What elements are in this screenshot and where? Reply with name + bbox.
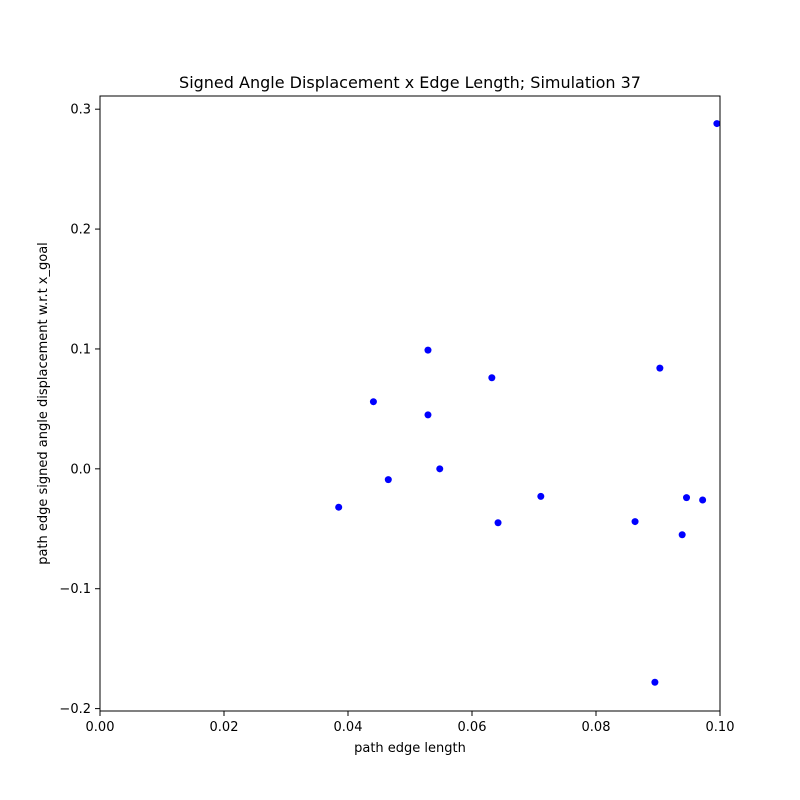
data-point <box>656 364 664 372</box>
x-tick-label: 0.08 <box>582 720 611 735</box>
x-axis-ticks: 0.00 0.02 0.04 0.06 0.08 0.10 <box>86 711 735 735</box>
data-point <box>631 518 639 526</box>
data-point <box>488 374 496 382</box>
y-tick-label: −0.2 <box>59 702 91 717</box>
data-point <box>494 519 502 527</box>
y-tick-label: 0.1 <box>70 342 91 357</box>
x-tick-label: 0.10 <box>706 720 735 735</box>
data-point <box>384 476 392 484</box>
x-axis-label: path edge length <box>354 741 466 756</box>
data-point <box>369 398 377 406</box>
plot-area-frame <box>99 95 721 712</box>
y-axis-label: path edge signed angle displacement w.r.… <box>36 242 51 565</box>
data-point <box>424 346 432 354</box>
x-tick-label: 0.04 <box>334 720 363 735</box>
y-tick-label: −0.1 <box>59 582 91 597</box>
data-point <box>436 465 444 473</box>
data-point <box>699 496 707 504</box>
data-point <box>335 503 343 511</box>
chart-title: Signed Angle Displacement x Edge Length;… <box>179 73 641 92</box>
y-tick-label: 0.3 <box>70 103 91 118</box>
data-point <box>683 494 691 502</box>
x-tick-label: 0.02 <box>210 720 239 735</box>
data-point <box>537 492 545 500</box>
data-points <box>335 120 721 686</box>
y-axis-ticks: −0.2 −0.1 0.0 0.1 0.2 0.3 <box>59 103 100 717</box>
data-point <box>713 120 721 128</box>
x-tick-label: 0.00 <box>86 720 115 735</box>
y-tick-label: 0.2 <box>70 223 91 238</box>
data-point <box>424 411 432 419</box>
data-point <box>651 678 659 686</box>
data-point <box>678 531 686 539</box>
x-tick-label: 0.06 <box>458 720 487 735</box>
y-tick-label: 0.0 <box>70 462 91 477</box>
